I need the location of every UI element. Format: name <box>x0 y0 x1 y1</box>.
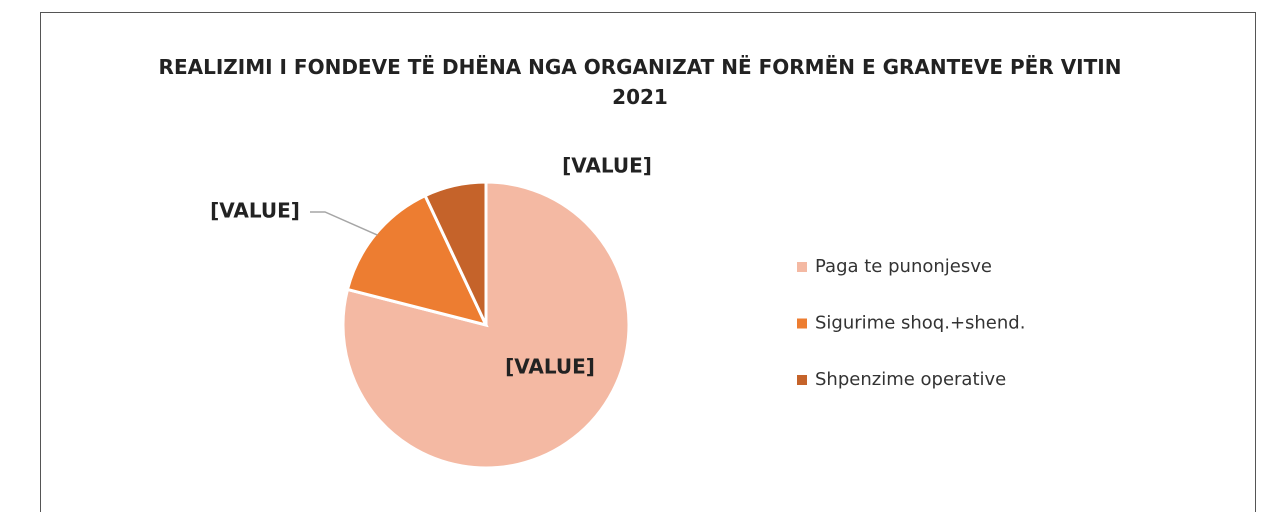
legend-label: Shpenzime operative <box>815 369 1006 390</box>
data-label: [VALUE] <box>210 199 300 223</box>
legend-swatch <box>797 262 807 272</box>
pie-slice <box>423 180 488 326</box>
data-label: [VALUE] <box>562 154 652 178</box>
legend-swatch <box>797 318 807 329</box>
leader-line <box>310 211 378 236</box>
data-label: [VALUE] <box>505 355 595 379</box>
legend-label: Paga te punonjesve <box>815 256 992 277</box>
chart-title: REALIZIMI I FONDEVE TË DHËNA NGA ORGANIZ… <box>158 55 1122 109</box>
legend-label: Sigurime shoq.+shend. <box>815 313 1025 334</box>
chart-frame <box>40 12 1256 512</box>
legend-swatch <box>797 375 807 385</box>
